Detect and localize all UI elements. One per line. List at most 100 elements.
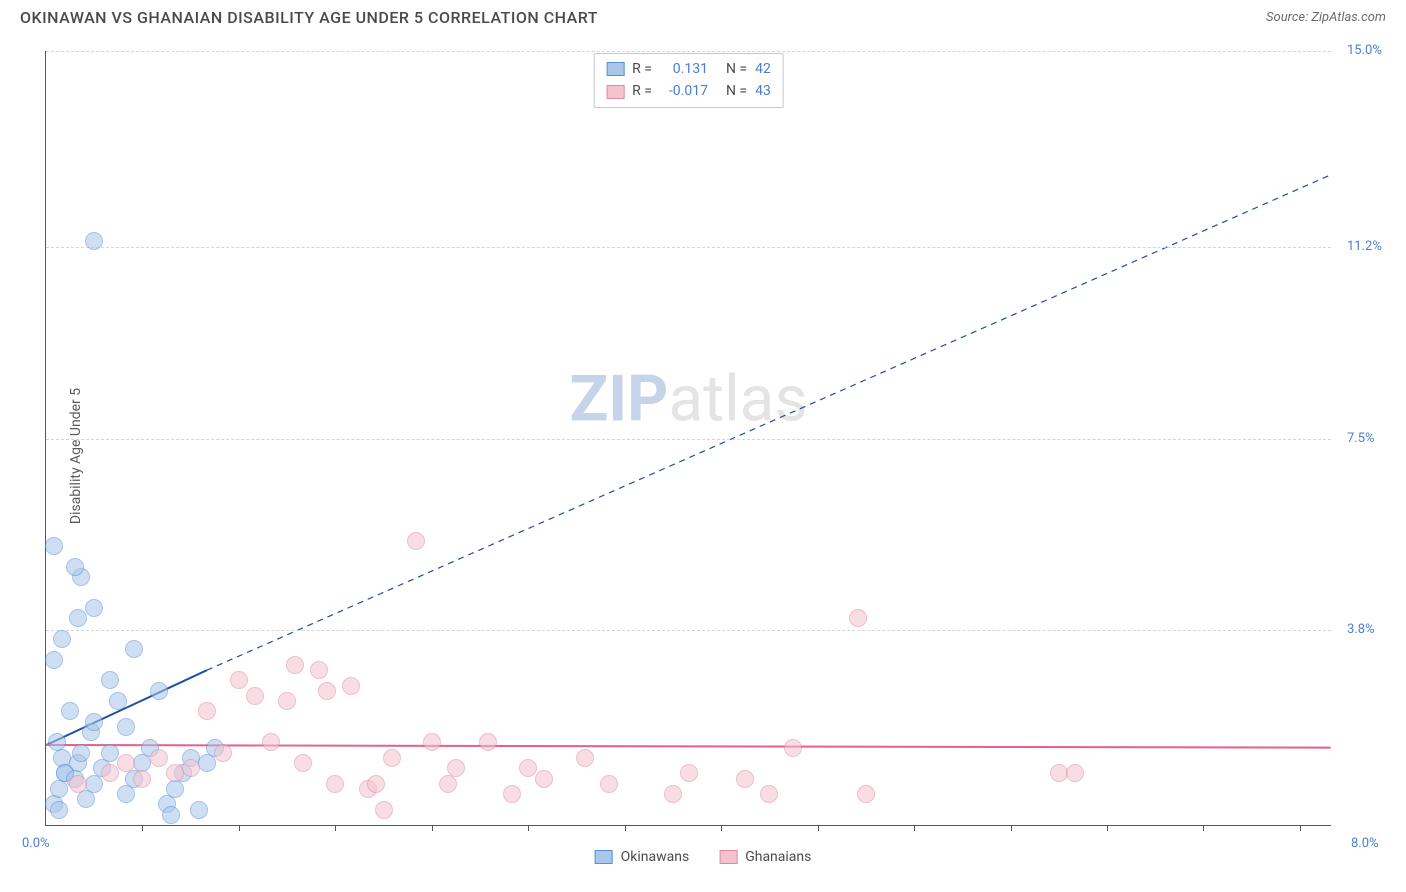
data-point [117, 785, 135, 803]
data-point [262, 733, 280, 751]
data-point [85, 713, 103, 731]
plot-area: ZIPatlas R =0.131N =42R =-0.017N =43 3.8… [45, 51, 1331, 826]
data-point [230, 671, 248, 689]
data-point [182, 759, 200, 777]
data-point [109, 692, 127, 710]
data-point [600, 775, 618, 793]
data-point [48, 733, 66, 751]
data-point [198, 702, 216, 720]
data-point [367, 775, 385, 793]
data-point [310, 661, 328, 679]
y-tick-label: 11.2% [1347, 239, 1382, 254]
data-point [503, 785, 521, 803]
data-point [117, 754, 135, 772]
x-tick [721, 825, 722, 831]
data-point [447, 759, 465, 777]
x-tick [335, 825, 336, 831]
x-tick [914, 825, 915, 831]
y-tick-label: 15.0% [1347, 43, 1382, 58]
data-point [61, 702, 79, 720]
chart-title: OKINAWAN VS GHANAIAN DISABILITY AGE UNDE… [20, 8, 598, 27]
data-point [53, 630, 71, 648]
data-point [85, 775, 103, 793]
legend-bottom-item: Ghanaians [719, 849, 811, 865]
y-tick-label: 3.8% [1347, 622, 1375, 637]
data-point [576, 749, 594, 767]
data-point [117, 718, 135, 736]
data-point [849, 609, 867, 627]
data-point [150, 749, 168, 767]
data-point [326, 775, 344, 793]
data-point [69, 609, 87, 627]
data-point [318, 682, 336, 700]
data-point [101, 764, 119, 782]
x-tick [1300, 825, 1301, 831]
data-point [190, 801, 208, 819]
trend-line-solid [46, 745, 1330, 748]
legend-swatch [719, 850, 737, 864]
data-point [342, 677, 360, 695]
data-point [101, 744, 119, 762]
x-tick [1107, 825, 1108, 831]
data-point [77, 790, 95, 808]
data-point [294, 754, 312, 772]
x-tick [1203, 825, 1204, 831]
data-point [760, 785, 778, 803]
y-tick-label: 7.5% [1347, 431, 1375, 446]
data-point [72, 744, 90, 762]
source-label: Source: ZipAtlas.com [1266, 10, 1386, 25]
data-point [45, 537, 63, 555]
data-point [535, 770, 553, 788]
x-tick [818, 825, 819, 831]
data-point [383, 749, 401, 767]
gridline [46, 439, 1331, 440]
data-point [69, 775, 87, 793]
x-tick [625, 825, 626, 831]
data-point [50, 780, 68, 798]
data-point [407, 532, 425, 550]
gridline [46, 247, 1331, 248]
x-tick [239, 825, 240, 831]
data-point [85, 232, 103, 250]
data-point [857, 785, 875, 803]
x-tick [142, 825, 143, 831]
origin-label: 0.0% [22, 836, 50, 851]
data-point [150, 682, 168, 700]
x-tick [432, 825, 433, 831]
data-point [519, 759, 537, 777]
data-point [246, 687, 264, 705]
data-point [125, 640, 143, 658]
legend-bottom-item: Okinawans [595, 849, 690, 865]
x-tick [528, 825, 529, 831]
data-point [45, 651, 63, 669]
data-point [479, 733, 497, 751]
data-point [50, 801, 68, 819]
data-point [278, 692, 296, 710]
data-point [784, 739, 802, 757]
data-point [66, 558, 84, 576]
data-point [214, 744, 232, 762]
data-point [375, 801, 393, 819]
data-point [286, 656, 304, 674]
data-point [85, 599, 103, 617]
data-point [680, 764, 698, 782]
x-tick [1011, 825, 1012, 831]
data-point [198, 754, 216, 772]
data-point [166, 780, 184, 798]
xmax-label: 8.0% [1351, 836, 1379, 851]
gridline [46, 630, 1331, 631]
data-point [133, 770, 151, 788]
data-point [1066, 764, 1084, 782]
data-point [101, 671, 119, 689]
gridline [46, 51, 1331, 52]
legend-bottom: Okinawans Ghanaians [595, 849, 812, 865]
trend-line-dash [207, 175, 1331, 670]
data-point [439, 775, 457, 793]
data-point [664, 785, 682, 803]
chart-container: Disability Age Under 5 ZIPatlas R =0.131… [0, 31, 1406, 881]
data-point [736, 770, 754, 788]
legend-label: Ghanaians [745, 849, 811, 865]
legend-swatch [595, 850, 613, 864]
legend-label: Okinawans [621, 849, 690, 865]
data-point [423, 733, 441, 751]
